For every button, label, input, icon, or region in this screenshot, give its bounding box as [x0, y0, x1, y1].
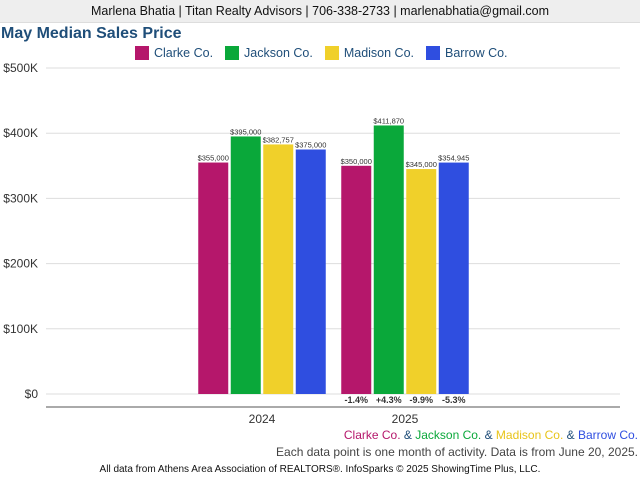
- legend-label: Jackson Co.: [244, 46, 313, 60]
- footer-note: Each data point is one month of activity…: [276, 445, 638, 459]
- bar-value-label: $345,000: [406, 160, 437, 169]
- bar: [263, 144, 294, 394]
- footer-series-part: Clarke Co.: [343, 428, 401, 442]
- footer-series-line: Clarke Co. & Jackson Co. & Madison Co. &…: [344, 428, 638, 442]
- legend-item: Clarke Co.: [135, 46, 213, 60]
- legend-swatch: [225, 46, 240, 60]
- change-label: -1.4%: [344, 395, 368, 405]
- legend-swatch: [135, 46, 149, 60]
- x-tick-label: 2024: [249, 412, 276, 426]
- y-tick-label: $100K: [3, 322, 38, 336]
- change-label: -5.3%: [442, 395, 466, 405]
- bar-value-label: $354,945: [438, 154, 469, 163]
- footer-series-part: Jackson Co.: [415, 428, 482, 442]
- legend-swatch: [324, 46, 339, 60]
- legend-label: Barrow Co.: [445, 46, 508, 60]
- bar: [373, 125, 404, 395]
- bar: [406, 169, 437, 394]
- footer-series-part: &: [481, 428, 496, 442]
- chart-title: May Median Sales Price: [1, 25, 182, 42]
- footer-series-part: &: [563, 428, 578, 442]
- bar-value-label: $375,000: [295, 141, 326, 150]
- y-tick-label: $200K: [3, 257, 38, 271]
- footer-series-part: Barrow Co.: [577, 428, 638, 442]
- bar-value-label: $382,757: [263, 135, 294, 144]
- bar: [295, 149, 326, 394]
- legend-item: Jackson Co.: [225, 46, 313, 60]
- y-tick-label: $300K: [3, 191, 38, 205]
- legend-swatch: [426, 46, 441, 60]
- y-tick-label: $0: [25, 387, 39, 401]
- change-label: +4.3%: [376, 395, 402, 405]
- header-bar: Marlena Bhatia | Titan Realty Advisors |…: [0, 0, 640, 23]
- footer-series-part: &: [400, 428, 416, 442]
- chart-legend: Clarke Co. Jackson Co. Madison Co. Barrow C…: [135, 45, 520, 61]
- legend-item: Barrow Co.: [426, 46, 508, 60]
- bar-value-label: $355,000: [198, 154, 229, 163]
- y-tick-label: $400K: [3, 126, 38, 140]
- legend-label: Clarke Co.: [154, 46, 214, 60]
- legend-label: Madison Co.: [343, 46, 415, 60]
- legend-item: Madison Co.: [324, 46, 415, 60]
- footer-series-part: Madison Co.: [495, 428, 564, 442]
- footer-source: All data from Athens Area Association of…: [99, 464, 541, 475]
- bar: [341, 165, 372, 394]
- y-tick-label: $500K: [3, 61, 38, 75]
- bar-value-label: $350,000: [341, 157, 372, 166]
- bar-value-label: $411,870: [373, 116, 404, 125]
- change-label: -9.9%: [409, 395, 433, 405]
- x-tick-label: 2025: [392, 412, 419, 426]
- bar-value-label: $395,000: [230, 127, 261, 136]
- bar: [198, 162, 229, 394]
- bar: [230, 136, 261, 394]
- bar: [438, 162, 469, 394]
- header-contact-text: Marlena Bhatia | Titan Realty Advisors |…: [90, 4, 550, 18]
